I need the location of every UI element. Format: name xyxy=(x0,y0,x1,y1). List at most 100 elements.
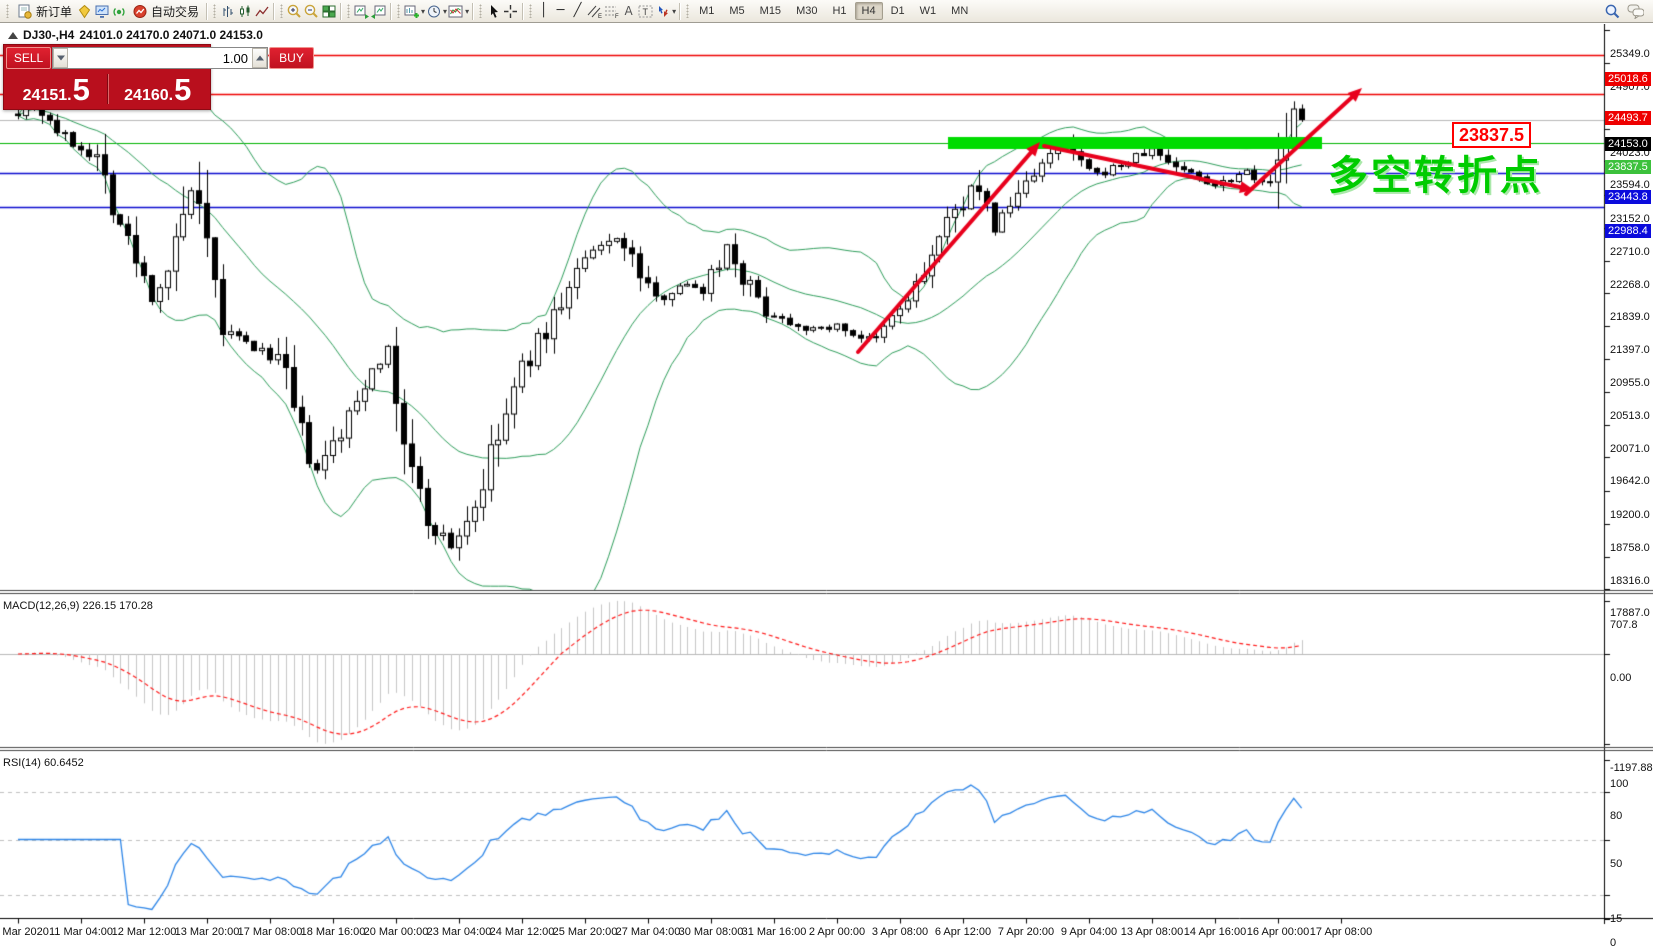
buy-button[interactable]: BUY xyxy=(269,47,314,69)
date-tick-label: 27 Mar 04:00 xyxy=(615,926,681,938)
axis-tick-label: 23152.0 xyxy=(1610,212,1650,225)
lot-decrease-button[interactable] xyxy=(53,48,68,68)
toolbar-separator xyxy=(390,2,392,20)
date-tick-label: 6 Apr 12:00 xyxy=(934,926,992,938)
line-chart-icon[interactable] xyxy=(253,3,270,19)
lot-size-field xyxy=(52,47,268,69)
price-level-chip: 24493.7 xyxy=(1605,111,1651,126)
indicators-icon[interactable] xyxy=(447,3,464,19)
timeframe-button-W1[interactable]: W1 xyxy=(919,5,937,17)
date-tick-label: 10 Mar 2020 xyxy=(0,926,49,938)
axis-tick-label: 20955.0 xyxy=(1610,377,1650,390)
date-tick-label: 7 Apr 20:00 xyxy=(997,926,1055,938)
price-level-chip: 25018.6 xyxy=(1605,71,1651,86)
axis-tick-label: 18316.0 xyxy=(1610,574,1650,587)
chat-icon[interactable] xyxy=(1627,3,1644,19)
timeframe-group: M1 M5 M15 M30 H1 H4 D1 W1 MN xyxy=(692,2,975,20)
channel-icon[interactable]: E xyxy=(586,3,603,19)
toolbar-drag-handle[interactable] xyxy=(347,4,351,18)
svg-text:E: E xyxy=(598,14,602,19)
price-chart-canvas[interactable] xyxy=(0,24,1653,946)
cursor-icon[interactable] xyxy=(485,3,502,19)
toolbar-drag-handle[interactable] xyxy=(529,4,533,18)
date-tick-label: 12 Mar 12:00 xyxy=(111,926,177,938)
axis-tick-label: 707.8 xyxy=(1610,618,1638,631)
period-clock-icon[interactable] xyxy=(425,3,442,19)
terminal-icon[interactable] xyxy=(93,3,110,19)
toolbar-drag-handle[interactable] xyxy=(686,4,690,18)
toolbar-drag-handle[interactable] xyxy=(280,4,284,18)
timeframe-button-D1[interactable]: D1 xyxy=(890,5,905,17)
date-tick-label: 24 Mar 12:00 xyxy=(489,926,555,938)
chart-overlay: DJ30-,H4 24101.0 24170.0 24071.0 24153.0… xyxy=(0,24,1653,949)
text-icon[interactable]: A xyxy=(624,4,633,18)
sell-price[interactable]: 24151. 5 xyxy=(22,71,90,107)
horizontal-line-icon[interactable]: ─ xyxy=(556,3,565,18)
timeframe-button-MN[interactable]: MN xyxy=(951,5,969,17)
date-tick-label: 17 Apr 08:00 xyxy=(1309,926,1373,938)
toolbar-drag-handle[interactable] xyxy=(479,4,483,18)
date-tick-label: 20 Mar 00:00 xyxy=(363,926,429,938)
axis-tick-label: 100 xyxy=(1610,778,1629,790)
toolbar-drag-handle[interactable] xyxy=(213,4,217,18)
arrows-tool-icon[interactable] xyxy=(654,3,671,19)
price-tag-annotation[interactable]: 23837.5 xyxy=(1452,122,1532,148)
collapse-panel-icon[interactable] xyxy=(8,31,18,39)
axis-tick-label: 15 xyxy=(1610,913,1623,926)
bar-chart-icon[interactable] xyxy=(219,3,236,19)
profile-prev-icon[interactable] xyxy=(353,3,370,19)
axis-tick-label: 17887.0 xyxy=(1610,606,1650,619)
axis-tick-label: 19642.0 xyxy=(1610,475,1650,488)
new-chart-icon[interactable] xyxy=(403,3,420,19)
candlestick-icon[interactable] xyxy=(236,3,253,19)
date-tick-label: 16 Apr 00:00 xyxy=(1246,926,1310,938)
axis-tick-label: 22710.0 xyxy=(1610,245,1650,258)
lot-increase-button[interactable] xyxy=(252,48,267,68)
toolbar-drag-handle[interactable] xyxy=(397,4,401,18)
toolbar-drag-handle[interactable] xyxy=(6,4,9,18)
label-icon[interactable]: T xyxy=(637,3,654,19)
trendline-icon[interactable]: ╱ xyxy=(573,3,582,18)
toolbar-separator xyxy=(340,2,342,20)
zoom-out-icon[interactable] xyxy=(303,3,320,19)
date-tick-label: 3 Apr 08:00 xyxy=(871,926,929,938)
axis-tick-label: 21397.0 xyxy=(1610,344,1650,357)
new-order-icon xyxy=(16,3,33,19)
date-tick-label: 23 Mar 04:00 xyxy=(426,926,492,938)
buy-price[interactable]: 24160. 5 xyxy=(124,71,192,107)
signal-icon[interactable] xyxy=(110,3,127,19)
axis-tick-label: 21839.0 xyxy=(1610,310,1650,323)
axis-tick-label: 50 xyxy=(1610,857,1623,870)
date-tick-label: 31 Mar 16:00 xyxy=(741,926,807,938)
timeframe-button-M30[interactable]: M30 xyxy=(796,5,818,17)
indicators-dropdown[interactable]: ▾ xyxy=(465,6,470,16)
lot-size-input[interactable] xyxy=(68,48,252,68)
price-divider xyxy=(106,74,108,104)
zoom-in-icon[interactable] xyxy=(286,3,303,19)
fibonacci-icon[interactable]: F xyxy=(603,3,620,19)
toolbar-separator xyxy=(206,2,208,20)
crosshair-icon[interactable] xyxy=(502,3,519,19)
tile-windows-icon[interactable] xyxy=(320,3,337,19)
toolbar: 新订单 自动交易 ▾ ▾ xyxy=(0,0,1653,23)
timeframe-button-H1[interactable]: H1 xyxy=(832,5,847,17)
timeframe-button-H4[interactable]: H4 xyxy=(854,2,883,20)
new-order-button[interactable]: 新订单 xyxy=(12,1,76,22)
one-click-trading-panel: SELL BUY 24151.5 24160.5 xyxy=(3,44,314,110)
profile-next-icon[interactable] xyxy=(370,3,387,19)
sell-button[interactable]: SELL xyxy=(6,47,51,69)
arrows-dropdown[interactable]: ▾ xyxy=(672,6,677,16)
timeframe-button-M5[interactable]: M5 xyxy=(729,5,745,17)
period-dropdown[interactable]: ▾ xyxy=(443,6,448,16)
turning-point-annotation[interactable]: 多空转折点 xyxy=(1328,154,1543,198)
new-chart-dropdown[interactable]: ▾ xyxy=(421,6,426,16)
crystal-icon[interactable] xyxy=(76,3,93,19)
vertical-line-icon[interactable]: │ xyxy=(539,3,548,18)
axis-tick-label: 25349.0 xyxy=(1610,48,1650,60)
timeframe-button-M15[interactable]: M15 xyxy=(759,5,782,17)
find-icon[interactable] xyxy=(1604,3,1621,19)
autotrading-label: 自动交易 xyxy=(151,4,200,19)
timeframe-button-M1[interactable]: M1 xyxy=(699,5,715,17)
autotrading-button[interactable]: 自动交易 xyxy=(127,1,203,22)
axis-tick-label: 0.00 xyxy=(1610,672,1632,684)
